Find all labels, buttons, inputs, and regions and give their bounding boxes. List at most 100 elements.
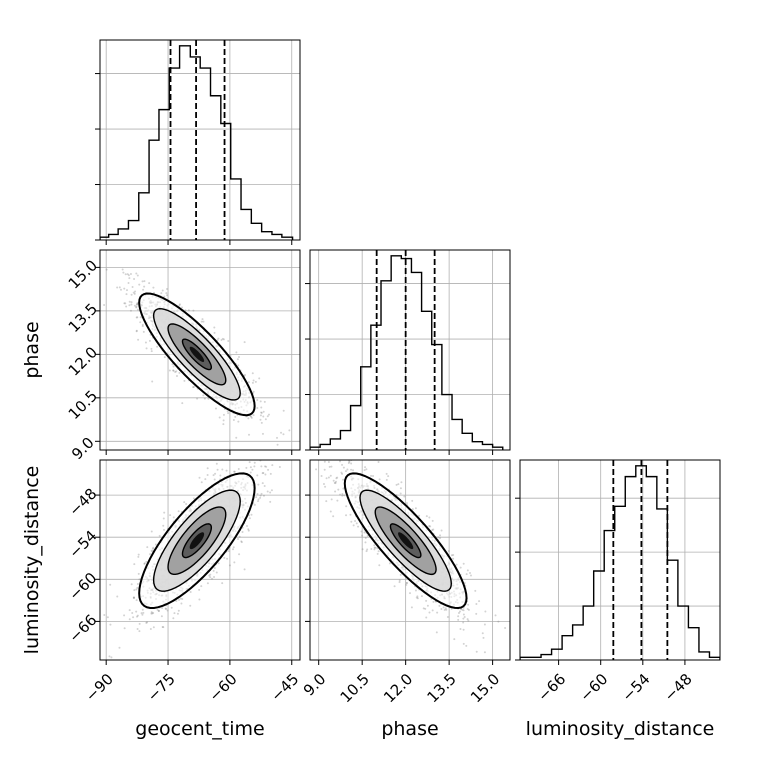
sample-point (136, 583, 139, 586)
sample-point (143, 562, 146, 565)
sample-point (189, 590, 192, 593)
sample-point (334, 482, 337, 485)
sample-point (247, 381, 250, 384)
sample-point (152, 286, 155, 289)
sample-point (133, 277, 136, 280)
sample-point (315, 433, 317, 435)
sample-point (162, 517, 165, 520)
sample-point (262, 494, 265, 497)
sample-point (247, 417, 250, 420)
sample-point (212, 474, 215, 477)
sample-point (432, 600, 435, 603)
sample-point (108, 655, 111, 658)
sample-point (361, 534, 364, 537)
sample-point (262, 471, 265, 474)
sample-point (145, 621, 148, 624)
sample-point (244, 373, 247, 376)
sample-point (240, 541, 243, 544)
sample-point (133, 589, 136, 592)
sample-point (166, 609, 169, 612)
sample-point (168, 369, 171, 372)
x-tick-label-phase: 12.0 (380, 670, 416, 706)
sample-point (222, 423, 225, 426)
panel-frame (99, 249, 301, 451)
sample-point (178, 304, 181, 307)
sample-point (143, 562, 146, 565)
sample-point (132, 616, 135, 619)
sample-point (221, 582, 224, 585)
sample-point (255, 496, 258, 499)
sample-point (220, 338, 223, 341)
sample-point (342, 478, 345, 481)
sample-point (328, 465, 331, 468)
sample-point (440, 529, 443, 532)
sample-point (341, 494, 344, 497)
sample-point (145, 560, 148, 563)
sample-point (165, 292, 168, 295)
sample-point (398, 581, 401, 584)
sample-point (110, 656, 113, 659)
sample-point (462, 562, 465, 565)
sample-point (215, 462, 218, 465)
sample-point (420, 595, 423, 598)
sample-point (249, 415, 252, 418)
sample-point (324, 485, 327, 488)
sample-point (132, 596, 135, 599)
sample-point (216, 339, 219, 342)
sample-point (259, 414, 262, 417)
sample-point (484, 610, 487, 613)
sample-point (192, 386, 195, 389)
sample-point (341, 463, 344, 466)
scatter-plot-area (310, 433, 510, 660)
sample-point (271, 464, 274, 467)
sample-point (142, 611, 145, 614)
sample-point (443, 608, 446, 611)
histogram-plot-area (100, 40, 300, 240)
x-tick-label-luminosity-distance: −48 (661, 670, 696, 705)
sample-point (425, 616, 428, 619)
sample-point (248, 433, 251, 436)
sample-point (264, 473, 267, 476)
sample-point (388, 562, 391, 565)
sample-point (136, 302, 139, 305)
sample-point (237, 364, 240, 367)
sample-point (260, 411, 263, 414)
sample-point (151, 547, 154, 550)
sample-point (373, 548, 376, 551)
sample-point (446, 615, 449, 618)
sample-point (125, 305, 128, 308)
sample-point (175, 370, 178, 373)
sample-point (138, 630, 141, 633)
sample-point (332, 479, 335, 482)
sample-point (161, 289, 164, 292)
sample-point (226, 557, 229, 560)
sample-point (282, 433, 285, 436)
sample-point (346, 468, 349, 471)
sample-point (150, 611, 153, 614)
sample-point (213, 326, 216, 329)
sample-point (444, 607, 447, 610)
sample-point (139, 316, 142, 319)
sample-point (204, 478, 207, 481)
sample-point (149, 553, 152, 556)
sample-point (145, 347, 148, 350)
sample-point (137, 572, 140, 575)
sample-point (483, 623, 486, 626)
sample-point (370, 547, 373, 550)
sample-point (183, 501, 186, 504)
sample-point (245, 466, 248, 469)
sample-point (192, 497, 195, 500)
sample-point (136, 316, 139, 319)
sample-point (136, 586, 139, 589)
sample-point (152, 546, 155, 549)
sample-point (103, 614, 106, 617)
sample-point (151, 380, 154, 383)
sample-point (475, 603, 478, 606)
sample-point (217, 562, 220, 565)
sample-point (373, 546, 376, 549)
sample-point (133, 563, 136, 566)
sample-point (203, 397, 206, 400)
sample-point (137, 553, 140, 556)
sample-point (475, 650, 478, 653)
sample-point (342, 466, 345, 469)
